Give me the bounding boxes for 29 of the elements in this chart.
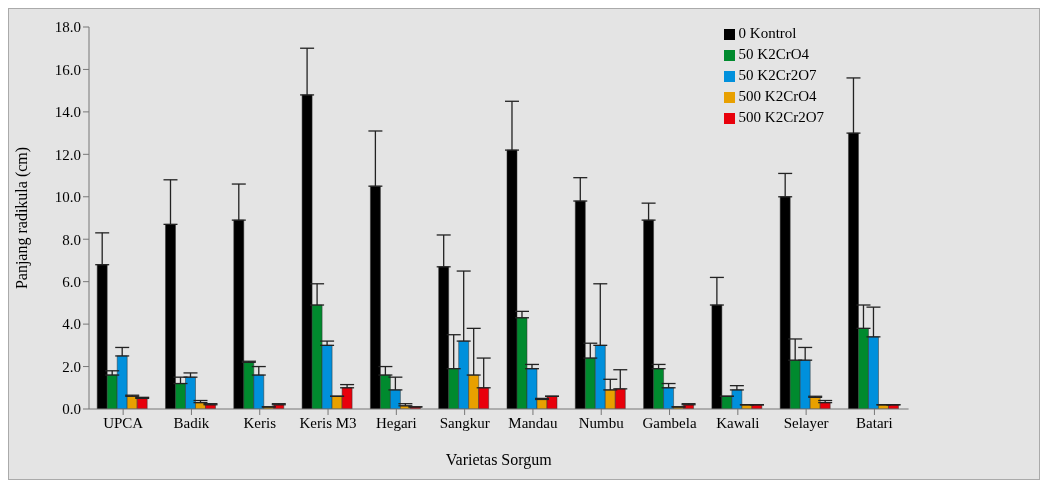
x-tick-label: Gambela bbox=[642, 414, 697, 431]
x-tick-label: Keris M3 bbox=[299, 414, 357, 431]
legend-label: 50 K2Cr2O7 bbox=[738, 67, 817, 83]
x-tick-label: Badik bbox=[173, 414, 210, 431]
legend-label: 500 K2CrO4 bbox=[738, 88, 817, 104]
y-tick-label: 18.0 bbox=[54, 19, 81, 36]
y-axis-title: Panjang radikula (cm) bbox=[12, 146, 31, 290]
y-tick-label: 12.0 bbox=[54, 146, 81, 163]
y-tick-label: 4.0 bbox=[62, 316, 81, 333]
y-tick-label: 2.0 bbox=[62, 358, 81, 375]
y-tick-label: 6.0 bbox=[62, 273, 81, 290]
legend-label: 500 K2Cr2O7 bbox=[738, 109, 824, 125]
y-tick-label: 14.0 bbox=[54, 104, 81, 121]
y-tick-label: 10.0 bbox=[54, 189, 81, 206]
x-tick-label: Numbu bbox=[578, 414, 625, 431]
y-tick-label: 16.0 bbox=[54, 61, 81, 78]
x-tick-label: UPCA bbox=[103, 414, 144, 431]
legend-label: 0 Kontrol bbox=[738, 25, 797, 41]
x-tick-label: Kawali bbox=[716, 414, 760, 431]
x-tick-label: Hegari bbox=[375, 414, 417, 431]
x-tick-label: Keris bbox=[243, 414, 277, 431]
x-tick-label: Selayer bbox=[783, 414, 829, 431]
x-tick-label: Mandau bbox=[508, 414, 559, 431]
x-tick-label: Batari bbox=[856, 414, 893, 431]
x-tick-label: Sangkur bbox=[439, 414, 490, 431]
y-tick-label: 8.0 bbox=[62, 231, 81, 248]
legend-label: 50 K2CrO4 bbox=[738, 46, 809, 62]
y-tick-label: 0.0 bbox=[62, 401, 81, 418]
x-axis-title: Varietas Sorgum bbox=[445, 451, 553, 470]
